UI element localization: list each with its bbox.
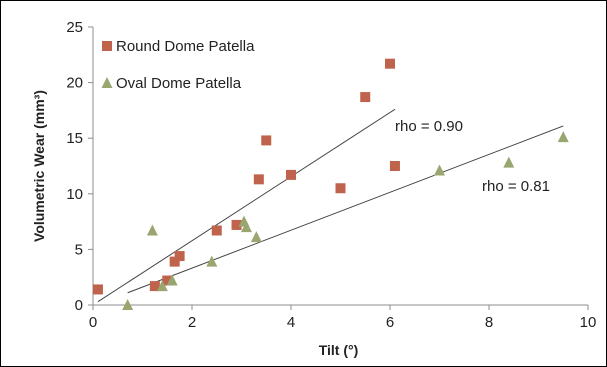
axes: 0 5 10 15 20 25 0 2 4 6 8 10 Tilt (°) Volumetric Wear… [31, 19, 596, 358]
x-tick-label: 2 [188, 314, 196, 331]
data-point [162, 275, 173, 286]
data-point [122, 299, 134, 310]
x-tick-label: 4 [287, 314, 295, 331]
data-point [434, 164, 445, 176]
trendline [127, 125, 564, 294]
data-point [557, 131, 569, 143]
x-axis-title: Tilt (°) [319, 342, 359, 358]
y-tick-label: 25 [66, 19, 83, 36]
y-tick-label: 0 [75, 297, 83, 314]
data-point [166, 274, 178, 286]
trendline [97, 108, 396, 303]
data-point [206, 255, 218, 267]
data-point [169, 256, 180, 267]
data-point [174, 251, 185, 262]
data-point [92, 284, 103, 295]
data-point [231, 219, 242, 230]
legend: Round Dome Patella Oval Dome Patella [101, 38, 255, 92]
x-tick-label: 8 [485, 314, 493, 331]
legend-marker [102, 41, 112, 51]
data-point [503, 156, 515, 168]
trendlines [97, 108, 564, 303]
x-tick-label: 6 [386, 314, 394, 331]
legend-label: Oval Dome Patella [116, 75, 242, 92]
x-tick-label: 10 [580, 314, 597, 331]
y-tick-label: 15 [66, 130, 83, 147]
data-point [385, 58, 395, 69]
data-point [389, 161, 400, 171]
data-point [253, 174, 264, 185]
correlation-annotation: rho = 0.81 [482, 178, 550, 195]
data-point [261, 135, 272, 146]
data-point [149, 281, 160, 292]
data-point [156, 280, 168, 292]
data-point [250, 231, 262, 243]
x-tick-label: 0 [89, 314, 97, 331]
y-tick-label: 10 [66, 186, 83, 203]
data-point [360, 92, 371, 103]
y-tick-label: 20 [66, 75, 83, 92]
y-axis-title: Volumetric Wear (mm³) [31, 90, 47, 242]
legend-label: Round Dome Patella [116, 38, 255, 55]
data-point [240, 221, 252, 233]
data-points [92, 58, 569, 310]
y-tick-label: 5 [75, 241, 83, 258]
legend-marker [101, 77, 113, 88]
data-point [335, 183, 346, 194]
data-point [286, 169, 296, 180]
data-point [211, 225, 222, 236]
annotations: rho = 0.90 rho = 0.81 [395, 118, 550, 195]
correlation-annotation: rho = 0.90 [395, 118, 463, 135]
data-point [146, 224, 158, 236]
